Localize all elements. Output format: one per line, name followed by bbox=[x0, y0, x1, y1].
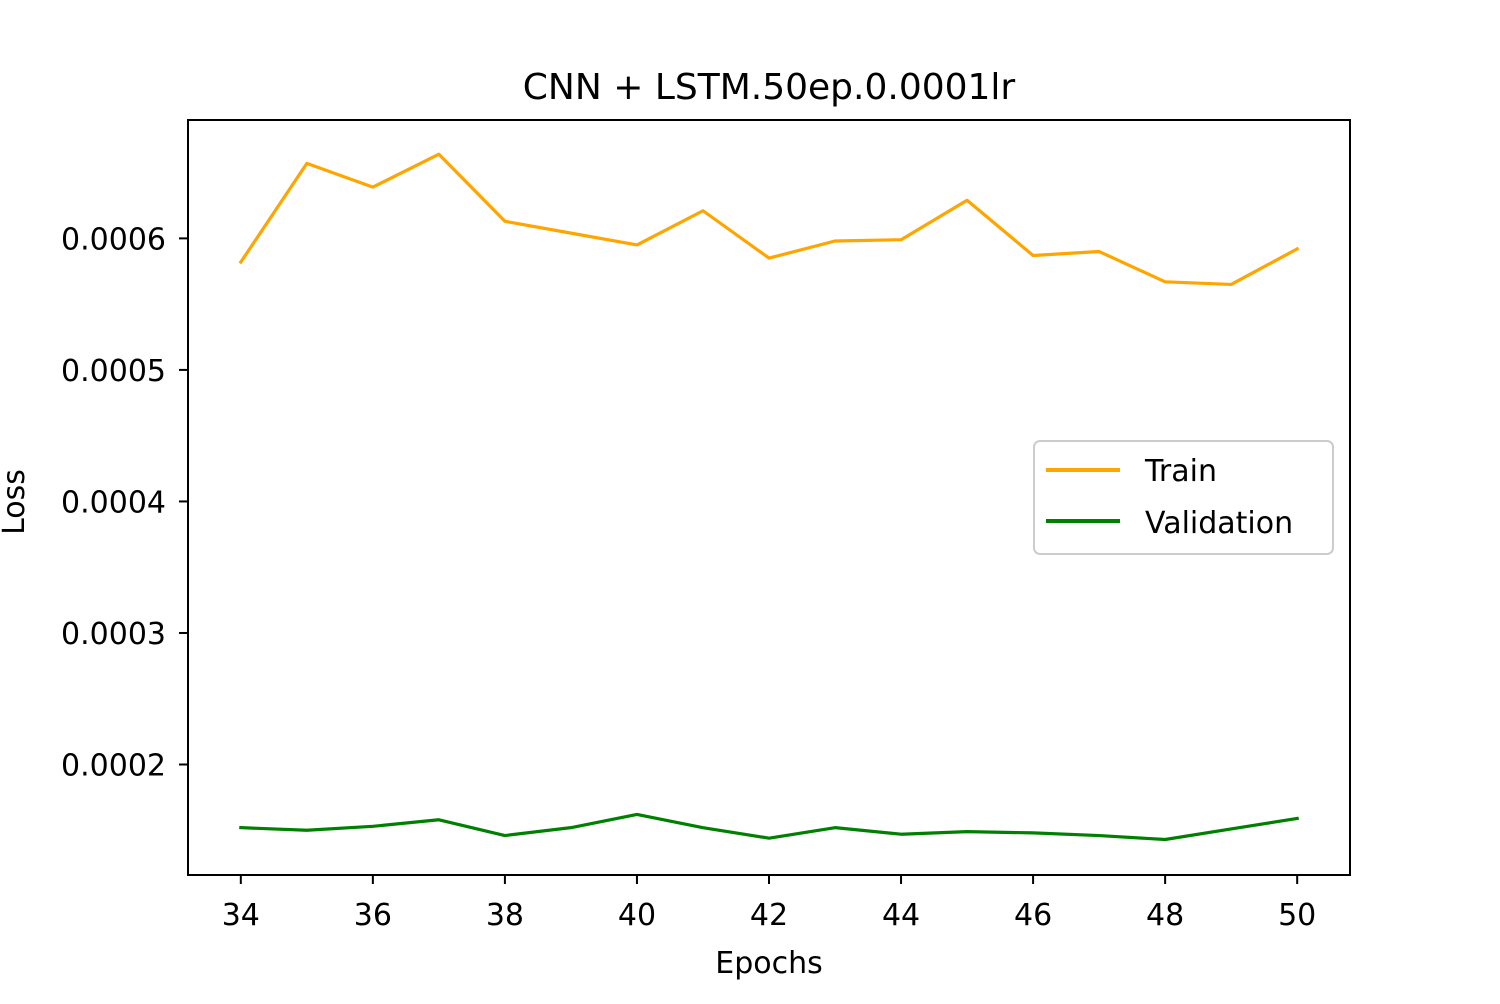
x-tick-label: 34 bbox=[222, 898, 260, 933]
series-layer bbox=[238, 152, 1300, 842]
y-axis-label: Loss bbox=[0, 469, 32, 535]
y-tick-label: 0.0002 bbox=[61, 749, 166, 784]
x-tick-label: 40 bbox=[618, 898, 656, 933]
x-axis-label: Epochs bbox=[715, 946, 823, 981]
x-tick-label: 38 bbox=[486, 898, 524, 933]
series-line-train bbox=[238, 152, 1300, 287]
y-axis-ticks: 0.0002 0.0003 0.0004 0.0005 0.0006 bbox=[61, 222, 188, 784]
x-tick-label: 46 bbox=[1014, 898, 1052, 933]
x-axis-ticks: 34 36 38 40 42 44 46 48 50 bbox=[222, 875, 1316, 933]
y-tick-label: 0.0003 bbox=[61, 617, 166, 652]
x-tick-label: 44 bbox=[882, 898, 920, 933]
x-tick-label: 48 bbox=[1146, 898, 1184, 933]
legend: Train Validation bbox=[1033, 440, 1334, 555]
series-line-validation bbox=[239, 812, 1300, 842]
x-tick-label: 50 bbox=[1278, 898, 1316, 933]
y-tick-label: 0.0005 bbox=[61, 354, 166, 389]
legend-label-train: Train bbox=[1144, 454, 1217, 489]
y-tick-label: 0.0006 bbox=[61, 222, 166, 257]
chart-title: CNN + LSTM.50ep.0.0001lr bbox=[523, 67, 1016, 108]
x-tick-label: 42 bbox=[750, 898, 788, 933]
x-tick-label: 36 bbox=[354, 898, 392, 933]
legend-label-validation: Validation bbox=[1145, 506, 1293, 541]
y-tick-label: 0.0004 bbox=[61, 485, 166, 520]
